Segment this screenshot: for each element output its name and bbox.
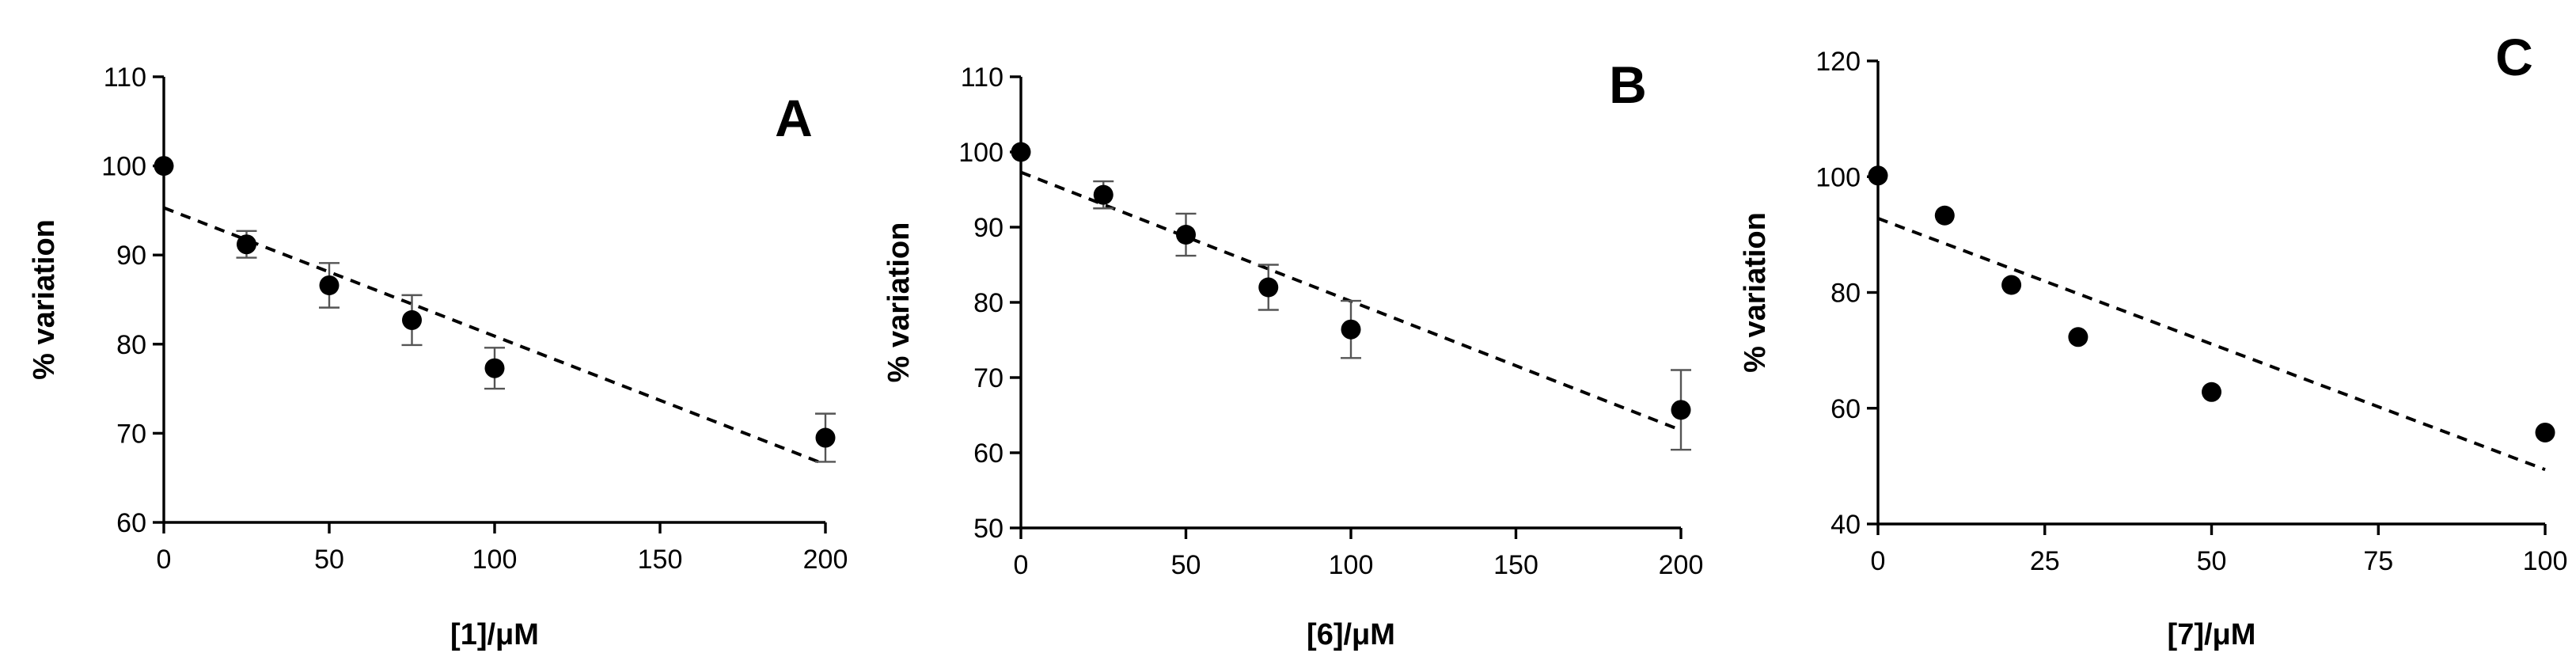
data-point — [484, 358, 505, 378]
data-point — [1011, 142, 1031, 162]
data-point — [2068, 327, 2088, 347]
y-tick-label: 60 — [973, 439, 1003, 469]
x-tick-label: 200 — [1659, 550, 1704, 580]
trend-line — [163, 206, 826, 466]
x-tick-label: 0 — [1014, 550, 1029, 580]
data-point — [1868, 165, 1888, 186]
data-point — [402, 309, 422, 330]
y-tick-label: 100 — [958, 138, 1003, 168]
chart-panel-c: 40 60 80 100 120 0 25 50 75 100 [7]/μM % variation C — [1739, 28, 2567, 651]
y-axis-title: % variation — [882, 222, 916, 383]
data-point — [1341, 319, 1361, 340]
y-tick-label: 100 — [101, 152, 146, 182]
panel-letter: A — [775, 89, 813, 147]
data-point — [815, 427, 836, 448]
chart-panel-a: 60 70 80 90 100 110 0 50 100 150 200 [1]/μM % variat… — [28, 63, 848, 651]
data-point — [2001, 275, 2022, 295]
x-tick-label: 50 — [314, 545, 344, 575]
y-axis-title: % variation — [1739, 212, 1772, 373]
y-tick-label: 90 — [973, 213, 1003, 243]
y-tick-label: 80 — [973, 288, 1003, 318]
y-tick-label: 120 — [1815, 47, 1861, 77]
x-tick-label: 75 — [2363, 546, 2393, 576]
data-point — [1934, 205, 1955, 226]
y-tick-label: 70 — [973, 363, 1003, 393]
data-point — [154, 156, 174, 177]
y-tick-label: 110 — [961, 63, 1003, 93]
x-tick-label: 100 — [2523, 546, 2568, 576]
x-tick-label: 0 — [1871, 546, 1886, 576]
x-tick-label: 100 — [1329, 550, 1374, 580]
y-tick-label: 90 — [116, 241, 146, 271]
panel-letter: C — [2495, 28, 2533, 86]
chart-panel-b: 50 60 70 80 90 100 110 0 50 100 150 200 [6]/μM % vari… — [882, 55, 1703, 651]
data-point — [319, 275, 340, 295]
x-tick-label: 50 — [1171, 550, 1201, 580]
x-tick-label: 150 — [1493, 550, 1538, 580]
y-tick-label: 70 — [116, 419, 146, 449]
y-tick-label: 60 — [116, 508, 146, 538]
data-point — [1176, 225, 1196, 245]
x-tick-label: 100 — [472, 545, 518, 575]
data-point — [2202, 382, 2221, 402]
y-tick-label: 60 — [1831, 394, 1861, 424]
panel-letter: B — [1609, 55, 1647, 114]
trend-line — [1877, 217, 2546, 472]
y-tick-label: 80 — [116, 330, 146, 360]
y-axis-title: % variation — [28, 219, 61, 380]
data-point — [237, 234, 256, 255]
x-tick-label: 200 — [803, 545, 848, 575]
x-tick-label: 25 — [2030, 546, 2060, 576]
y-tick-label: 110 — [104, 63, 146, 93]
x-axis-title: [1]/μM — [450, 618, 539, 651]
y-tick-label: 50 — [973, 514, 1003, 544]
data-point — [1258, 277, 1279, 298]
y-tick-label: 80 — [1831, 279, 1861, 309]
x-axis-title: [7]/μM — [2168, 618, 2256, 651]
x-tick-label: 50 — [2197, 546, 2227, 576]
y-tick-label: 40 — [1831, 510, 1861, 540]
x-tick-label: 150 — [638, 545, 683, 575]
data-point — [1671, 400, 1691, 420]
x-axis-title: [6]/μM — [1307, 618, 1395, 651]
x-tick-label: 0 — [157, 545, 172, 575]
data-point — [1093, 184, 1113, 205]
y-tick-label: 100 — [1815, 162, 1861, 192]
data-point — [2535, 422, 2555, 442]
